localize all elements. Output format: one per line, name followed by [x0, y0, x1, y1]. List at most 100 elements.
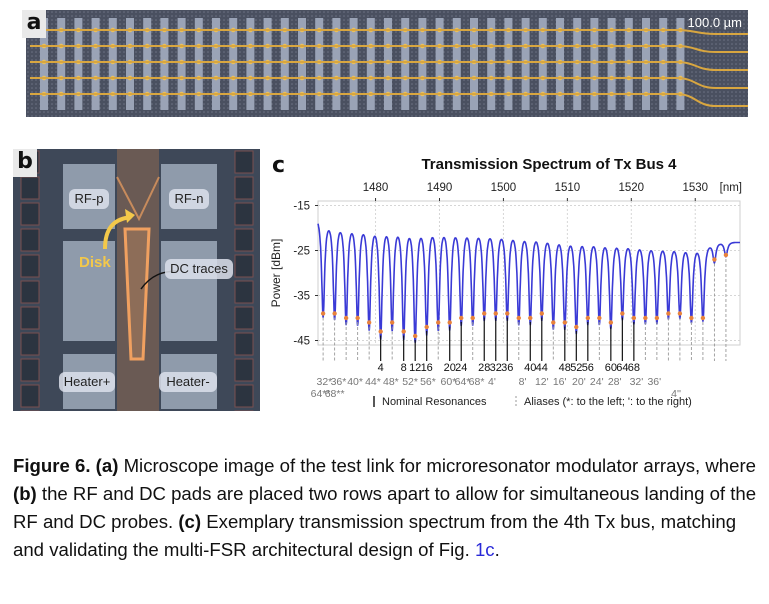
resonance-marker: [551, 320, 556, 325]
caption-end: .: [494, 539, 500, 560]
resonance-marker: [493, 311, 498, 316]
resonance-marker: [574, 324, 579, 330]
resonance-marker: [643, 315, 648, 321]
nominal-resonance-label: 68: [628, 362, 640, 374]
microscope-image-b: [13, 149, 260, 411]
caption-a-tag: (a): [95, 455, 119, 476]
alias-label: 48*: [383, 376, 399, 388]
alias-label: 32*: [317, 376, 333, 388]
transmission-spectrum-chart: Transmission Spectrum of Tx Bus 4 -15 -25 -…: [269, 156, 742, 408]
caption-a-text: Microscope image of the test link for mi…: [118, 455, 757, 476]
resonance-marker: [654, 315, 660, 321]
resonance-marker: [723, 252, 729, 258]
resonance-marker: [608, 320, 614, 325]
pad-label-rf-p: RF-p: [69, 189, 109, 209]
x-tick-label: 1490: [427, 182, 453, 194]
caption-b-tag: (b): [13, 483, 37, 504]
waveguide-bus: [30, 93, 748, 107]
alias-label: 68*: [469, 376, 485, 388]
panel-label-a: a: [22, 10, 46, 38]
resonance-marker: [700, 315, 706, 321]
x-tick-label: 1530: [682, 182, 708, 194]
alias-label: 16': [553, 376, 567, 388]
caption-fig-ref-link[interactable]: 1c: [474, 539, 495, 560]
x-tick-label: 1480: [363, 182, 389, 194]
nominal-resonance-label: 16: [421, 362, 433, 374]
caption-c-tag: (c): [178, 511, 202, 532]
nominal-resonance-label: 64: [616, 362, 628, 374]
resonance-marker: [516, 315, 521, 321]
resonance-marker: [401, 329, 406, 334]
legend-alias-label: Aliases (*: to the left; ': to the right…: [524, 396, 692, 408]
nominal-resonance-label: 32: [490, 362, 502, 374]
alias-label: 60*: [441, 376, 457, 388]
y-tick-label: -25: [293, 246, 310, 258]
resonance-marker: [631, 315, 637, 321]
caption-c-text: Exemplary transmission spectrum from the…: [13, 511, 737, 560]
resonance-marker: [459, 315, 464, 321]
nominal-resonance-label: 52: [570, 362, 582, 374]
dc-traces-label: DC traces: [165, 259, 233, 279]
alias-label: 12': [535, 376, 549, 388]
alias-label: 40*: [347, 376, 363, 388]
y-tick-label: -15: [293, 201, 310, 213]
caption-figure-label: Figure 6.: [13, 455, 91, 476]
resonance-marker: [424, 324, 429, 330]
nominal-resonance-label: 36: [501, 362, 513, 374]
alias-label: 32': [630, 376, 644, 388]
alias-label: 44*: [365, 376, 381, 388]
nominal-resonance-label: 44: [536, 362, 548, 374]
alias-label: 8': [519, 376, 527, 388]
waveguide-bus: [30, 29, 748, 35]
plot-area: [317, 200, 741, 346]
resonance-marker: [482, 311, 487, 316]
resonance-marker: [447, 320, 452, 325]
panel-b: b RF-p RF-n Heater+ Heater- DC traces Di…: [13, 149, 260, 411]
resonance-marker: [585, 315, 591, 321]
alias-label: 28': [608, 376, 622, 388]
alias-label: 56*: [420, 376, 436, 388]
nominal-resonance-label: 40: [524, 362, 536, 374]
panel-label-b: b: [13, 149, 37, 177]
alias-label: 64**: [311, 388, 331, 400]
alias-label: 36': [647, 376, 661, 388]
resonance-marker: [677, 311, 683, 316]
resonance-marker: [320, 311, 326, 316]
resonance-marker: [343, 315, 349, 321]
chart-title: Transmission Spectrum of Tx Bus 4: [421, 156, 677, 173]
panel-label-c: c: [272, 153, 286, 178]
x-tick-label: 1500: [491, 182, 517, 194]
resonance-marker: [505, 311, 510, 316]
nominal-resonance-label: 20: [444, 362, 456, 374]
y-tick-label: -45: [293, 336, 310, 348]
alias-label: 68**: [325, 388, 345, 400]
resonance-marker: [366, 320, 372, 325]
resonance-marker: [539, 311, 544, 316]
microscope-image-a: [26, 10, 748, 117]
resonance-marker: [378, 329, 383, 334]
resonance-marker: [528, 315, 533, 321]
waveguide-bus: [30, 77, 748, 89]
x-tick-label: 1520: [619, 182, 645, 194]
resonance-marker: [562, 320, 568, 325]
resonance-marker: [389, 320, 395, 325]
panel-a: a 100.0 µm: [22, 10, 748, 117]
waveguide-bus: [30, 61, 748, 71]
pad-label-heater-plus: Heater+: [59, 372, 115, 392]
y-tick-label: -35: [293, 291, 310, 303]
pad-label-heater-minus: Heater-: [159, 372, 217, 392]
nominal-resonance-label: 4: [378, 362, 384, 374]
resonance-marker: [666, 311, 671, 316]
alias-label: 64*: [455, 376, 471, 388]
nominal-resonance-label: 24: [455, 362, 467, 374]
resonance-marker: [689, 315, 694, 321]
caption-b-text: the RF and DC pads are placed two rows a…: [13, 483, 757, 532]
waveguide-bus: [30, 45, 748, 53]
panel-c: c Transmission Spectrum of Tx Bus 4 -15 -2…: [262, 149, 762, 414]
legend-nominal-label: Nominal Resonances: [382, 396, 487, 408]
nominal-resonance-label: 60: [605, 362, 617, 374]
pad-label-rf-n: RF-n: [169, 189, 209, 209]
resonance-marker: [355, 315, 360, 321]
x-tick-label: 1510: [555, 182, 581, 194]
nominal-resonance-label: 12: [409, 362, 421, 374]
